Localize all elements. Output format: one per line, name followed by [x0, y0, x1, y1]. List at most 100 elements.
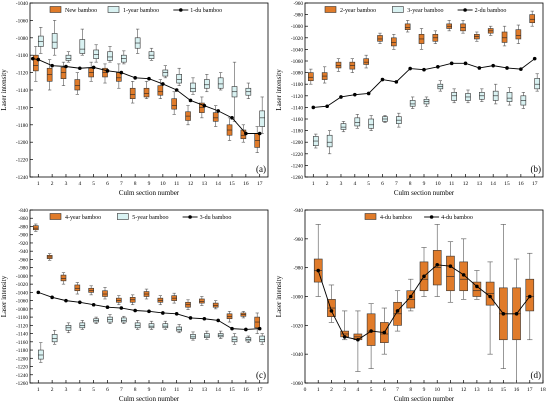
box-3-year-bamboo-1: [312, 133, 319, 149]
series-point: [422, 67, 426, 72]
y-tick-label: -980: [293, 266, 303, 272]
x-tick-label: 12: [188, 387, 194, 393]
box-body: [259, 335, 265, 343]
box-3-year-bamboo-12: [465, 89, 471, 104]
box-5-year-bamboo-15: [231, 333, 238, 345]
x-tick-label: 4: [353, 181, 356, 187]
box-body: [102, 290, 108, 297]
x-tick-label: 5: [367, 181, 370, 187]
series-point: [435, 262, 440, 267]
box-2-year-bamboo-10: [432, 30, 439, 44]
box-body: [51, 33, 58, 49]
series-point: [119, 306, 124, 310]
box-4-year-bamboo-3: [60, 272, 67, 285]
box-2-year-bamboo-3: [335, 58, 342, 72]
x-tick-label: 13: [477, 181, 483, 187]
box-2-year-bamboo-6: [377, 32, 383, 44]
y-tick-label: -1200: [16, 140, 29, 146]
y-tick-label: -1060: [291, 59, 304, 65]
box-body: [254, 316, 261, 329]
x-tick-label: 7: [120, 387, 123, 393]
series-point: [230, 116, 234, 120]
box-2-year-bamboo-8: [404, 20, 411, 33]
x-tick-label: 2: [326, 181, 329, 187]
y-tick-label: -1020: [16, 282, 29, 288]
y-tick-label: -1160: [16, 340, 28, 346]
series-point: [501, 312, 506, 316]
x-tick-label: 7: [396, 387, 399, 393]
x-tick-label: 8: [409, 181, 412, 187]
box-3-year-bamboo-13: [479, 88, 485, 102]
box-4-year-bamboo-8: [129, 294, 136, 306]
y-tick-label: -1240: [16, 175, 29, 181]
box-4-year-bamboo-5: [88, 285, 94, 296]
x-tick-label: 9: [423, 387, 426, 393]
box-2-year-bamboo-15: [501, 25, 508, 47]
x-tick-label: 1: [312, 181, 315, 187]
box-4-year-bamboo-9: [143, 288, 150, 300]
x-tick-label: 17: [532, 181, 538, 187]
box-5-year-bamboo-5: [93, 316, 99, 324]
y-tick-label: -1260: [16, 381, 29, 387]
series-point: [356, 337, 360, 342]
box-5-year-bamboo-1: [37, 342, 44, 363]
y-tick-label: -1220: [16, 365, 29, 371]
series-point: [202, 103, 207, 108]
series-point: [174, 88, 179, 92]
box-body: [37, 349, 44, 360]
x-tick-label: 18: [540, 387, 546, 393]
x-tick-label: 7: [120, 181, 123, 187]
y-tick-label: -1060: [16, 299, 29, 305]
series-point: [257, 131, 262, 136]
box-New-bamboo-12: [185, 105, 191, 126]
box-4-du-bamboo-2: [327, 284, 336, 323]
box-body: [409, 100, 416, 107]
box-3-year-bamboo-3: [340, 121, 347, 133]
legend: 2-year bamboo 3-year bamboo 2-du bamboo: [324, 6, 506, 14]
box-3-year-bamboo-14: [492, 83, 499, 105]
box-2-year-bamboo-16: [515, 24, 522, 44]
x-tick-label: 3: [343, 387, 346, 393]
box-body: [501, 31, 508, 43]
y-tick-label: -1220: [16, 158, 29, 164]
x-tick-label: 14: [215, 181, 221, 187]
box-body: [107, 51, 113, 61]
box-body: [60, 274, 67, 282]
x-tick-label: 13: [202, 181, 208, 187]
x-tick-label: 6: [381, 181, 384, 187]
y-tick-label: -1200: [291, 140, 304, 146]
x-tick-label: 6: [106, 181, 109, 187]
legend: 4-year bamboo 5-year bamboo 3-du bamboo: [49, 213, 231, 221]
legend-label: 4-du bamboo: [380, 215, 412, 221]
x-tick-label: 9: [148, 387, 151, 393]
plot-frame: [304, 2, 544, 178]
series-point: [50, 295, 54, 300]
series-point: [342, 335, 347, 339]
x-axis-label: Culm section number: [119, 395, 180, 403]
x-tick-label: 7: [395, 181, 398, 187]
box-body: [212, 112, 219, 122]
box-New-bamboo-11: [171, 91, 177, 115]
y-tick-label: -920: [18, 241, 28, 247]
x-tick-label: 0: [304, 387, 307, 393]
series-point: [461, 273, 466, 277]
box-2-year-bamboo-11: [446, 20, 452, 32]
box-4-du-bamboo-10: [432, 224, 442, 297]
series-point: [448, 264, 453, 269]
y-tick-label: -1140: [16, 88, 28, 94]
box-3-year-bamboo-5: [368, 115, 374, 131]
panel-label: (a): [256, 164, 266, 174]
series-point: [477, 66, 482, 70]
chart-panel-3: -1260 -1240 -1220 -1200 -1180 -1160 -1140 -1120…: [0, 208, 269, 403]
legend-swatch-box: [324, 6, 337, 13]
x-tick-label: 12: [463, 181, 469, 187]
series-point: [216, 318, 220, 323]
box-5-year-bamboo-9: [148, 320, 155, 330]
box-body: [33, 54, 39, 72]
box-1-year-bamboo-3: [65, 51, 72, 63]
x-axis-label: Culm section number: [394, 189, 455, 197]
y-tick-label: -1160: [291, 117, 303, 123]
series-point: [133, 76, 137, 80]
x-tick-label: 14: [215, 387, 221, 393]
